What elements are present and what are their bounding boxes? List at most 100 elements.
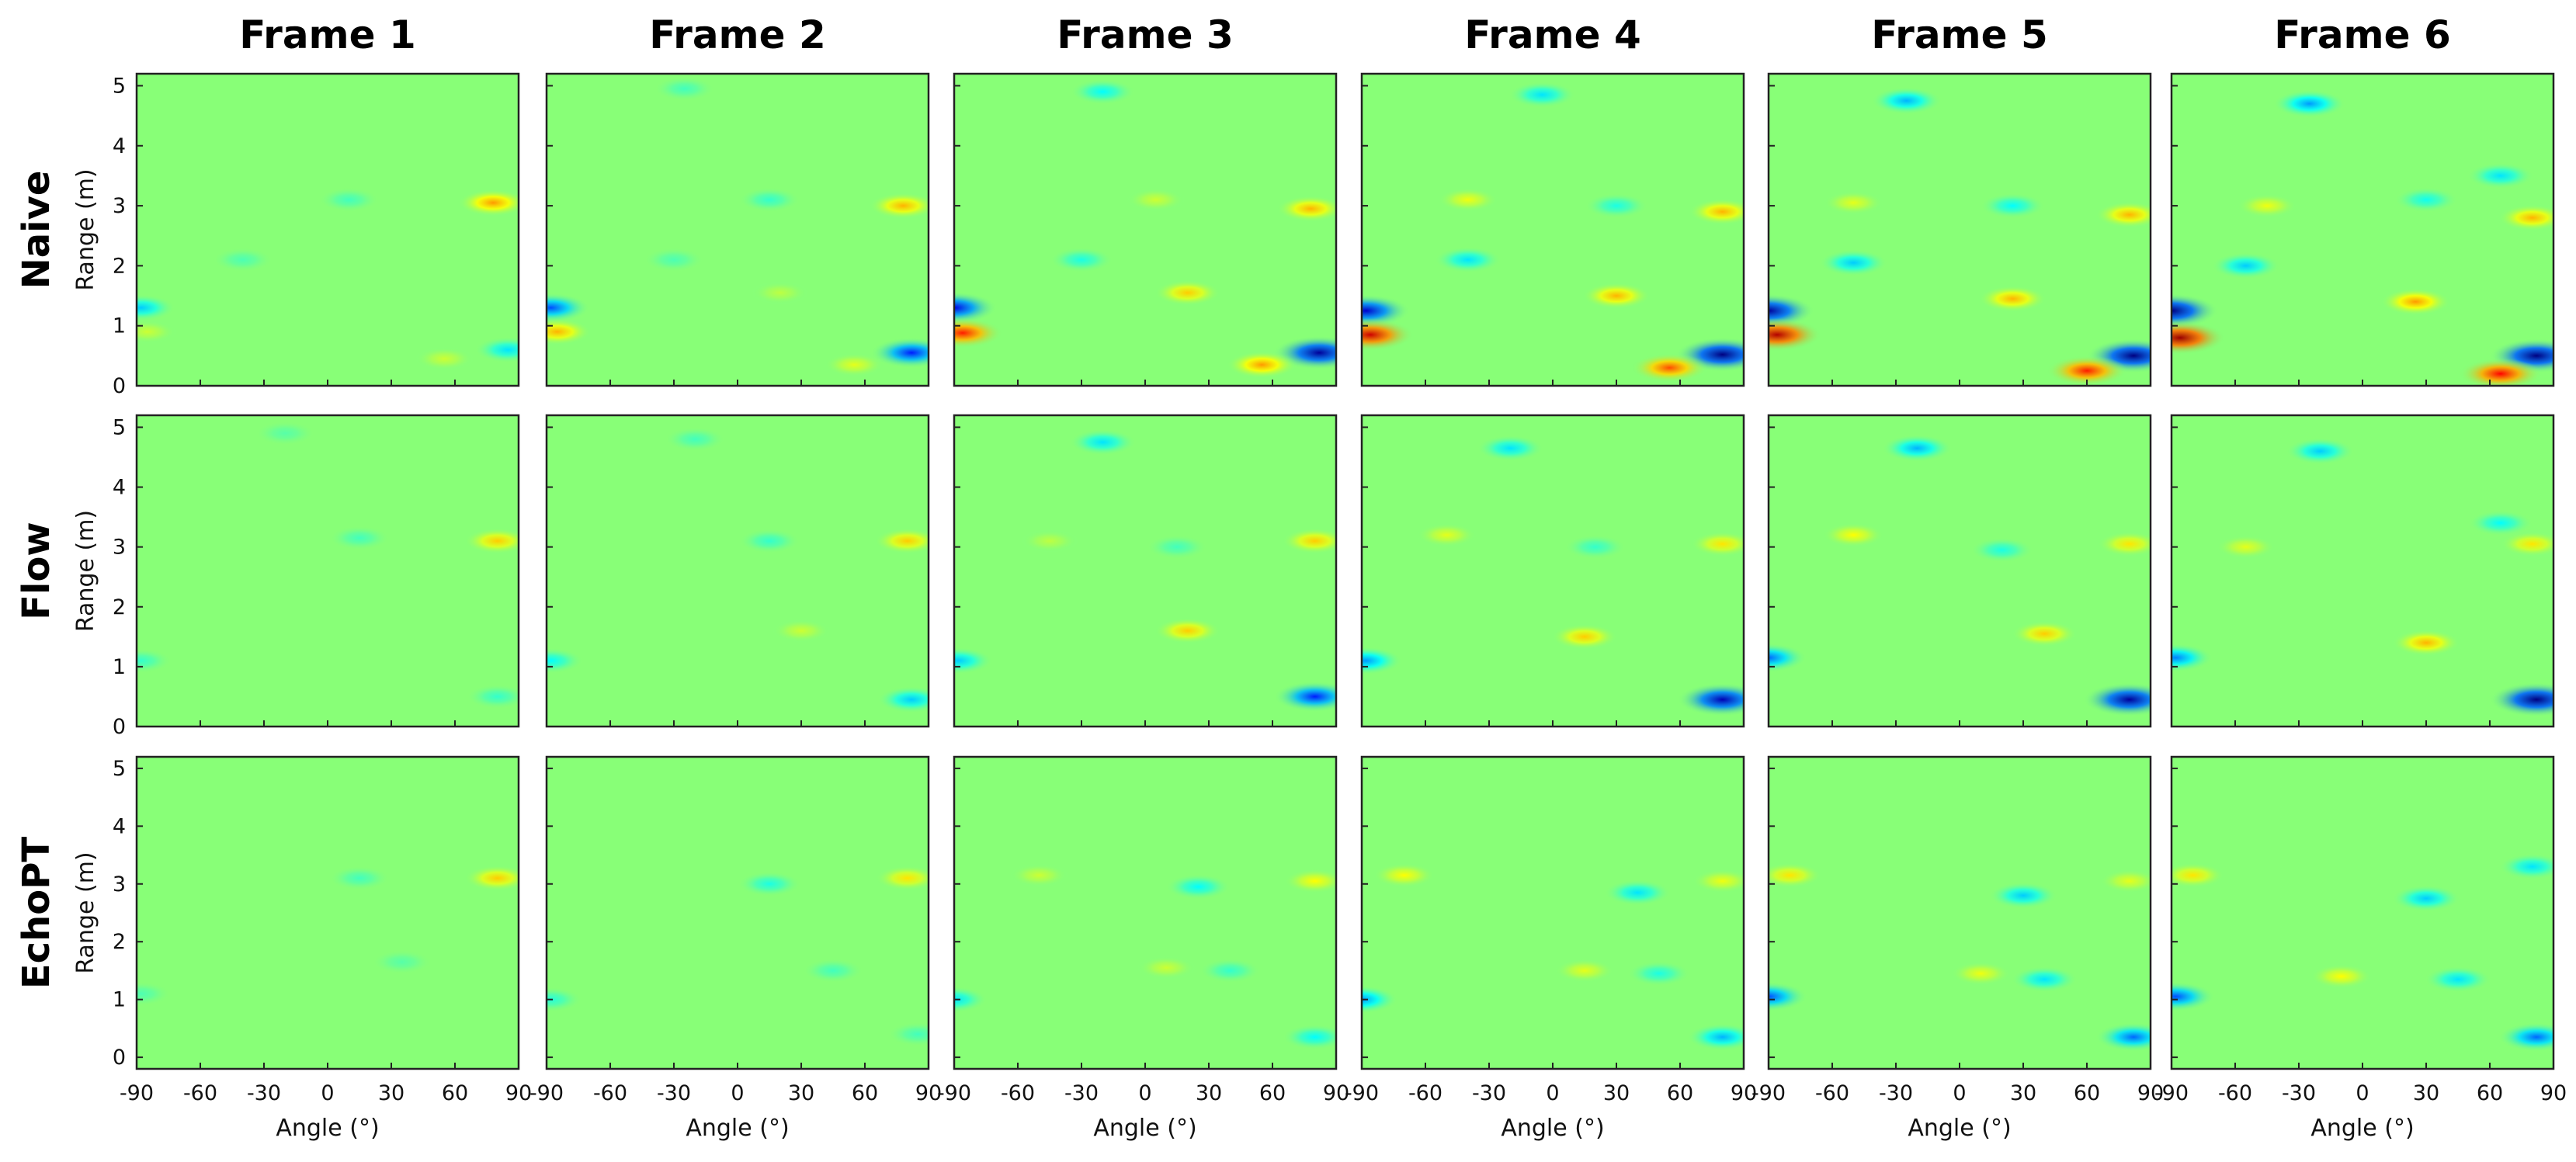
x-axis-label: Angle (°): [276, 1115, 379, 1142]
heatmap-blob: [1200, 959, 1260, 983]
heatmap-blob: [1362, 986, 1397, 1014]
heatmap-blob: [1769, 643, 1807, 672]
heatmap-blob: [2212, 252, 2279, 279]
x-axis-label: Angle (°): [1501, 1115, 1604, 1142]
x-tick-label: -60: [1001, 1081, 1035, 1105]
heatmap-blob: [137, 294, 175, 321]
heatmap-blob: [1605, 879, 1671, 906]
heatmap-blob: [1070, 429, 1136, 456]
heatmap-blob: [463, 865, 519, 892]
x-tick-label: 60: [1667, 1081, 1693, 1105]
column-title: Frame 6: [2274, 12, 2451, 57]
x-tick-label: -60: [1815, 1081, 1849, 1105]
heatmap-blob: [1691, 869, 1744, 893]
heatmap-blob: [1283, 1025, 1336, 1050]
x-tick-label: 90: [505, 1081, 532, 1105]
heatmap-blob: [740, 188, 799, 212]
heatmap-blob: [1769, 982, 1807, 1011]
heatmap-blob: [1137, 956, 1196, 980]
heatmap-blob: [1971, 537, 2033, 563]
panel-background: [137, 757, 519, 1069]
heatmap-blob: [868, 192, 929, 220]
x-tick-label: 60: [2477, 1081, 2503, 1105]
heatmap-blob: [330, 866, 389, 890]
x-tick-label: -30: [1879, 1081, 1913, 1105]
x-tick-label: -90: [120, 1081, 154, 1105]
heatmap-blob: [137, 648, 171, 673]
heatmap-blob: [2172, 862, 2226, 889]
x-tick-label: 0: [731, 1081, 744, 1105]
x-tick-label: 0: [321, 1081, 334, 1105]
y-tick-label: 1: [113, 655, 126, 679]
heatmap-blob: [751, 281, 809, 305]
x-tick-label: -30: [247, 1081, 281, 1105]
heatmap-blob: [1820, 249, 1887, 276]
heatmap-blob: [137, 320, 177, 344]
y-axis-label: Range (m): [72, 852, 99, 973]
heatmap-panel: [1769, 74, 2151, 386]
heatmap-blob: [1020, 529, 1079, 553]
heatmap-blob: [740, 529, 799, 553]
heatmap-blob: [870, 337, 929, 369]
heatmap-blob: [1009, 863, 1069, 887]
panel-background: [547, 415, 929, 727]
heatmap-blob: [1276, 195, 1336, 223]
heatmap-blob: [1166, 874, 1230, 900]
column-titles: Frame 1 Frame 2 Frame 3 Frame 4 Frame 5 Frame…: [239, 12, 2451, 57]
x-tick-label: -60: [2218, 1081, 2252, 1105]
y-axis-label: Range (m): [72, 510, 99, 632]
heatmap-panels: [137, 74, 2553, 1069]
heatmap-blob: [257, 421, 314, 445]
x-tick-label: 60: [442, 1081, 468, 1105]
panel-background: [1362, 415, 1744, 727]
heatmap-blob: [373, 950, 430, 973]
panel-background: [2172, 74, 2553, 386]
heatmap-blob: [1689, 531, 1744, 557]
heatmap-blob: [1585, 193, 1647, 218]
heatmap-blob: [457, 189, 519, 217]
panel-background: [2172, 415, 2553, 727]
heatmap-blob: [645, 248, 703, 272]
heatmap-blob: [1688, 1023, 1744, 1051]
column-title: Frame 2: [649, 12, 826, 57]
panel-background: [1362, 757, 1744, 1069]
heatmap-blob: [1283, 869, 1336, 894]
heatmap-panel: [1362, 74, 1744, 386]
x-tick-label: 30: [2010, 1081, 2036, 1105]
column-title: Frame 1: [239, 12, 416, 57]
y-tick-label: 5: [113, 415, 126, 439]
y-tick-label: 3: [113, 194, 126, 218]
y-tick-label: 1: [113, 314, 126, 338]
heatmap-blob: [547, 318, 592, 345]
heatmap-blob: [824, 352, 885, 377]
heatmap-blob: [1509, 82, 1575, 108]
axes-layer: 0 1 2 3 4 5 Range (m) 0 1 2 3 4 5 Range (m) 0 1 2 3 4 5 -90 -…: [72, 72, 2567, 1142]
row-title: Flow: [15, 522, 58, 620]
heatmap-blob: [1821, 522, 1885, 548]
y-tick-label: 2: [113, 595, 126, 619]
heatmap-blob: [2096, 531, 2151, 557]
x-axis-label: Angle (°): [2310, 1115, 2414, 1142]
x-tick-label: -90: [1751, 1081, 1786, 1105]
heatmap-blob: [1071, 79, 1134, 105]
heatmap-blob: [1226, 351, 1298, 379]
heatmap-blob: [1362, 318, 1415, 352]
x-tick-label: 30: [1196, 1081, 1222, 1105]
heatmap-panel: [954, 74, 1336, 386]
y-tick-label: 3: [113, 536, 126, 560]
x-tick-label: -30: [657, 1081, 691, 1105]
heatmap-blob: [320, 188, 378, 212]
y-tick-label: 4: [113, 814, 126, 838]
x-tick-label: 60: [852, 1081, 878, 1105]
heatmap-panel: [1769, 415, 2151, 727]
heatmap-blob: [2172, 293, 2218, 328]
heatmap-blob: [1769, 318, 1822, 352]
column-title: Frame 3: [1057, 12, 1234, 57]
x-tick-label: -60: [593, 1081, 627, 1105]
heatmap-blob: [1274, 681, 1336, 713]
heatmap-blob: [2498, 1022, 2553, 1052]
heatmap-blob: [1872, 87, 1942, 114]
heatmap-blob: [878, 686, 929, 713]
y-tick-label: 3: [113, 872, 126, 897]
